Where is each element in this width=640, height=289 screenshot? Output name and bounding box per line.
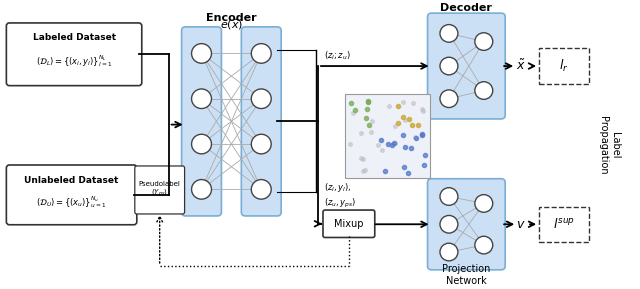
Point [400, 144, 410, 149]
Point [417, 131, 428, 136]
FancyBboxPatch shape [135, 166, 184, 214]
Text: $v$: $v$ [516, 218, 526, 231]
Text: Labeled Dataset: Labeled Dataset [33, 33, 116, 42]
Text: $l_r$: $l_r$ [559, 58, 569, 74]
FancyBboxPatch shape [241, 27, 281, 216]
Point [413, 123, 423, 127]
Point [398, 133, 408, 138]
Text: Unlabeled Dataset: Unlabeled Dataset [24, 176, 119, 185]
Point [377, 148, 387, 152]
Point [411, 135, 421, 140]
FancyBboxPatch shape [428, 13, 505, 119]
Point [350, 108, 360, 112]
Text: $l^{sup}$: $l^{sup}$ [553, 217, 575, 231]
Text: $(z_l; z_u)$: $(z_l; z_u)$ [324, 49, 351, 62]
Text: Encoder: Encoder [206, 13, 257, 23]
Point [408, 101, 418, 105]
Point [399, 164, 409, 169]
FancyBboxPatch shape [6, 165, 137, 225]
Circle shape [252, 134, 271, 154]
Text: $\tilde{x}$: $\tilde{x}$ [516, 59, 526, 73]
Circle shape [252, 44, 271, 63]
Point [358, 157, 368, 162]
Text: $e(\bar{x})$: $e(\bar{x})$ [220, 19, 243, 32]
Point [407, 122, 417, 127]
Point [418, 109, 428, 114]
Point [348, 111, 358, 116]
FancyBboxPatch shape [428, 179, 505, 270]
Text: Pseudolabel
$(Y_{ps})$: Pseudolabel $(Y_{ps})$ [139, 181, 180, 199]
Point [398, 100, 408, 104]
Point [346, 142, 356, 147]
Point [358, 169, 368, 173]
Point [363, 99, 373, 103]
Text: Decoder: Decoder [440, 3, 492, 13]
Circle shape [252, 179, 271, 199]
Point [393, 121, 403, 125]
Point [410, 135, 420, 140]
Circle shape [475, 194, 493, 212]
Point [387, 143, 397, 148]
Point [366, 129, 376, 134]
Circle shape [191, 134, 211, 154]
Point [400, 118, 410, 123]
Point [367, 119, 378, 124]
Point [420, 152, 430, 157]
Text: Mixup: Mixup [334, 219, 364, 229]
Point [384, 103, 394, 108]
FancyBboxPatch shape [182, 27, 221, 216]
Point [390, 141, 400, 145]
Point [362, 107, 372, 111]
Circle shape [440, 90, 458, 108]
Point [417, 107, 427, 111]
Point [361, 115, 371, 120]
Circle shape [475, 33, 493, 50]
Circle shape [440, 243, 458, 261]
Point [364, 123, 374, 127]
Point [356, 130, 366, 135]
FancyBboxPatch shape [539, 49, 589, 84]
Point [398, 114, 408, 119]
Point [356, 155, 366, 160]
Circle shape [440, 215, 458, 233]
Bar [345, 95, 429, 178]
Circle shape [475, 236, 493, 254]
Point [419, 163, 429, 168]
Point [380, 168, 390, 173]
Text: $(z_u, y_{ps})$: $(z_u, y_{ps})$ [324, 197, 356, 210]
Point [360, 168, 371, 172]
Circle shape [191, 179, 211, 199]
FancyBboxPatch shape [6, 23, 142, 86]
Point [376, 138, 387, 142]
Circle shape [440, 25, 458, 42]
Text: $(\mathcal{D}_U) = \{(x_u)\}_{u=1}^{N_u}$: $(\mathcal{D}_U) = \{(x_u)\}_{u=1}^{N_u}… [36, 194, 107, 210]
Text: $(\mathcal{D}_L) = \{(x_l, y_l)\}_{l=1}^{N_L}$: $(\mathcal{D}_L) = \{(x_l, y_l)\}_{l=1}^… [36, 53, 112, 69]
Point [346, 101, 356, 105]
Point [403, 171, 413, 176]
Point [406, 146, 416, 150]
Circle shape [191, 89, 211, 109]
Circle shape [475, 82, 493, 99]
Point [389, 141, 399, 145]
Circle shape [191, 44, 211, 63]
Point [383, 141, 394, 146]
Circle shape [440, 188, 458, 205]
Point [372, 142, 383, 147]
Circle shape [252, 89, 271, 109]
FancyBboxPatch shape [323, 210, 375, 238]
Point [363, 99, 373, 104]
Point [392, 103, 403, 108]
Point [390, 124, 400, 128]
Circle shape [440, 57, 458, 75]
Point [404, 116, 414, 121]
Text: Projection
Network: Projection Network [442, 264, 490, 286]
Text: Label
Propagation: Label Propagation [598, 116, 620, 175]
Text: $(z_l, y_l),$: $(z_l, y_l),$ [324, 181, 352, 194]
Point [417, 133, 427, 137]
FancyBboxPatch shape [539, 207, 589, 242]
